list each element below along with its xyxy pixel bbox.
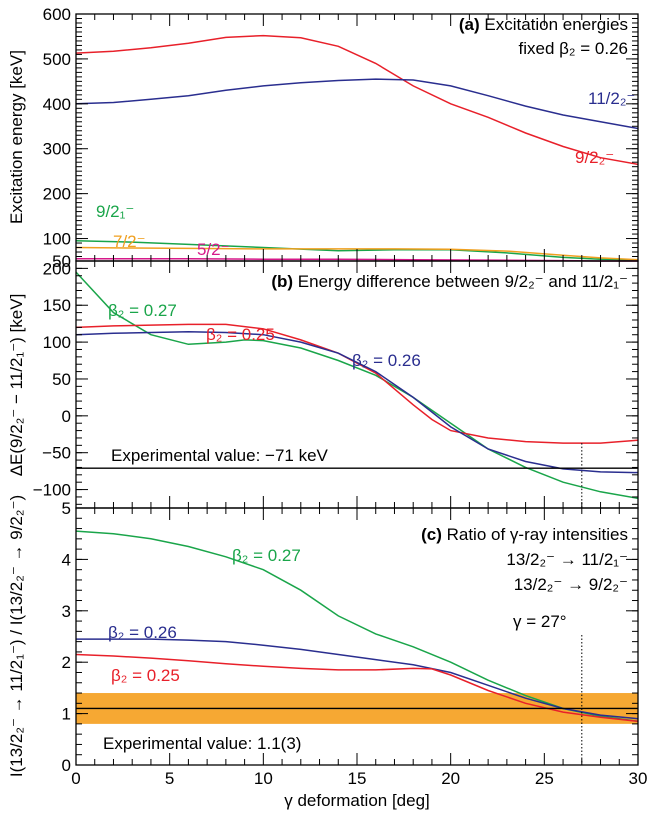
panel-b-ylabel: ΔE(9/2₂⁻ − 11/2₁⁻) [keV]	[7, 294, 26, 477]
label-b-027: β₂ = 0.27	[108, 301, 177, 320]
panel-a: 600 500 400 300 200 100 50 (a) Excitation ener…	[7, 5, 639, 271]
xtick-label-3: 15	[348, 769, 367, 788]
label-9-2-2: 9/2₂⁻	[575, 148, 614, 167]
ytick-label-c-5: 0	[62, 756, 71, 775]
ytick-label-a-1: 500	[43, 50, 71, 69]
ytick-label-b-0: 200	[43, 259, 71, 278]
xtick-label-6: 30	[629, 769, 648, 788]
series-line-a-1	[75, 78, 639, 130]
ytick-label-c-1: 4	[62, 550, 71, 569]
ytick-label-c-3: 2	[62, 653, 71, 672]
ytick-label-b-6: −100	[33, 481, 71, 500]
ytick-label-a-0: 600	[43, 5, 71, 24]
label-c-027: β₂ = 0.27	[232, 546, 301, 565]
ytick-label-a-2: 400	[43, 95, 71, 114]
ytick-label-b-4: 0	[62, 407, 71, 426]
series-line-c-1	[76, 638, 639, 720]
ytick-label-c-4: 1	[62, 705, 71, 724]
series-line-b-1	[75, 323, 639, 444]
series-line-a-0	[75, 34, 639, 166]
ytick-label-b-2: 100	[43, 333, 71, 352]
label-b-025: β₂ = 0.25	[206, 325, 275, 344]
x-axis-label: γ deformation [deg]	[284, 791, 430, 810]
series-line-c-2	[75, 653, 639, 723]
panel-a-subtitle: fixed β₂ = 0.26	[519, 39, 628, 58]
xtick-label-0: 0	[71, 769, 80, 788]
series-line-b-0	[75, 271, 639, 500]
ytick-label-a-6: 50	[52, 252, 71, 271]
xtick-label-1: 5	[165, 769, 174, 788]
panel-a-title: (a) Excitation energies	[459, 15, 628, 34]
series-line-a-2	[75, 240, 639, 261]
panel-c-title: (c) Ratio of γ-ray intensities	[421, 525, 628, 544]
ytick-label-b-1: 150	[43, 296, 71, 315]
label-11-2-2: 11/2₂⁻	[588, 89, 635, 108]
xtick-label-4: 20	[441, 769, 460, 788]
panel-c-subtitle-1: 13/2₂⁻ → 11/2₁⁻	[506, 550, 628, 569]
label-7-2: 7/2⁻	[113, 232, 146, 251]
panel-c-subtitle-2: 13/2₂⁻ → 9/2₂⁻	[514, 575, 628, 594]
panel-b: 200 150 100 50 0 −50 −100 (b) Energy differenc…	[7, 259, 639, 509]
ytick-label-c-0: 5	[62, 499, 71, 518]
ytick-label-a-4: 200	[43, 185, 71, 204]
label-5-2: 5/2⁻	[197, 240, 230, 259]
panel-a-ylabel: Excitation energy [keV]	[7, 50, 26, 224]
ytick-label-c-2: 3	[62, 602, 71, 621]
label-c-026: β₂ = 0.26	[108, 623, 177, 642]
xtick-label-5: 25	[535, 769, 554, 788]
panel-b-frame	[75, 260, 639, 509]
ytick-label-b-3: 50	[52, 370, 71, 389]
ytick-label-a-5: 100	[43, 230, 71, 249]
panel-b-experimental-label: Experimental value: −71 keV	[111, 446, 329, 465]
label-c-025: β₂ = 0.25	[111, 666, 180, 685]
series-line-c-0	[75, 530, 639, 723]
panel-c-experimental-label: Experimental value: 1.1(3)	[103, 734, 301, 753]
label-9-2-1: 9/2₁⁻	[96, 202, 134, 221]
xtick-label-2: 10	[254, 769, 273, 788]
series-line-b-2	[75, 331, 639, 474]
series-line-a-3	[75, 246, 639, 261]
ytick-label-a-3: 300	[43, 140, 71, 159]
vline-label: γ = 27°	[513, 612, 567, 631]
ytick-label-b-5: −50	[42, 444, 71, 463]
label-b-026: β₂ = 0.26	[352, 351, 421, 370]
panel-c-ylabel: I(13/2₂⁻ → 11/2₁⁻) / I(13/2₂⁻ → 9/2₂⁻)	[7, 495, 26, 777]
panel-c: 5 4 3 2 1 0 (c) Ratio of γ-ray intensities 13…	[7, 443, 639, 777]
panel-b-title: (b) Energy difference between 9/2₂⁻ and …	[271, 272, 628, 291]
